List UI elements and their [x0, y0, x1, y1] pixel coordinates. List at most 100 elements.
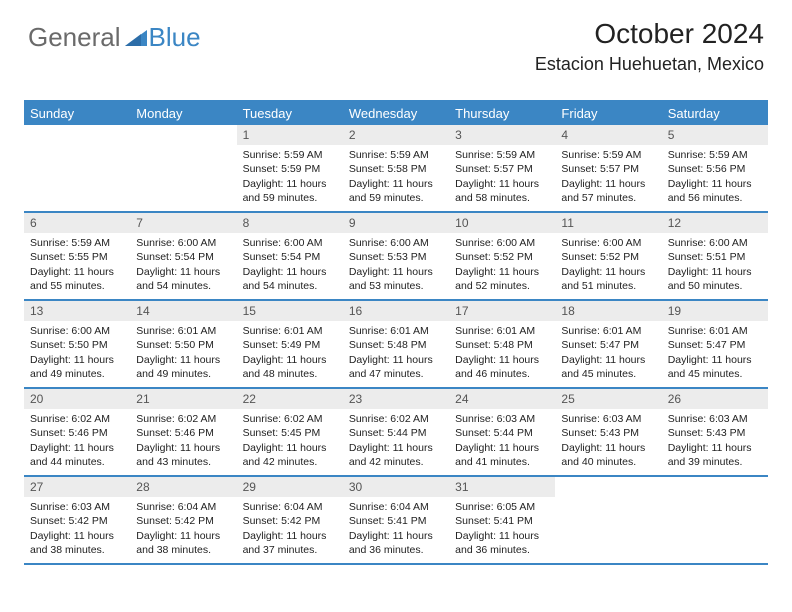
daylight-text: Daylight: 11 hours and 38 minutes.: [30, 529, 124, 557]
week-row: 20Sunrise: 6:02 AMSunset: 5:46 PMDayligh…: [24, 389, 768, 477]
sunrise-text: Sunrise: 6:03 AM: [668, 412, 762, 426]
sunrise-text: Sunrise: 6:00 AM: [668, 236, 762, 250]
sunrise-text: Sunrise: 5:59 AM: [455, 148, 549, 162]
day-number: 21: [130, 389, 236, 409]
cell-body: Sunrise: 6:03 AMSunset: 5:44 PMDaylight:…: [449, 409, 555, 473]
daylight-text: Daylight: 11 hours and 43 minutes.: [136, 441, 230, 469]
sunset-text: Sunset: 5:54 PM: [243, 250, 337, 264]
cell-body: Sunrise: 6:00 AMSunset: 5:51 PMDaylight:…: [662, 233, 768, 297]
cell-body: Sunrise: 5:59 AMSunset: 5:59 PMDaylight:…: [237, 145, 343, 209]
daylight-text: Daylight: 11 hours and 49 minutes.: [136, 353, 230, 381]
sunrise-text: Sunrise: 5:59 AM: [30, 236, 124, 250]
daylight-text: Daylight: 11 hours and 49 minutes.: [30, 353, 124, 381]
day-header: Wednesday: [343, 102, 449, 125]
cell-body: Sunrise: 6:02 AMSunset: 5:46 PMDaylight:…: [24, 409, 130, 473]
calendar-cell: 27Sunrise: 6:03 AMSunset: 5:42 PMDayligh…: [24, 477, 130, 563]
sunrise-text: Sunrise: 6:00 AM: [349, 236, 443, 250]
cell-body: Sunrise: 6:04 AMSunset: 5:42 PMDaylight:…: [237, 497, 343, 561]
calendar-cell: 9Sunrise: 6:00 AMSunset: 5:53 PMDaylight…: [343, 213, 449, 299]
sunset-text: Sunset: 5:56 PM: [668, 162, 762, 176]
daylight-text: Daylight: 11 hours and 54 minutes.: [136, 265, 230, 293]
day-number: 29: [237, 477, 343, 497]
day-number: 23: [343, 389, 449, 409]
daylight-text: Daylight: 11 hours and 38 minutes.: [136, 529, 230, 557]
sunset-text: Sunset: 5:43 PM: [561, 426, 655, 440]
cell-body: Sunrise: 6:02 AMSunset: 5:45 PMDaylight:…: [237, 409, 343, 473]
sunrise-text: Sunrise: 6:01 AM: [455, 324, 549, 338]
calendar-cell: 29Sunrise: 6:04 AMSunset: 5:42 PMDayligh…: [237, 477, 343, 563]
day-number: 22: [237, 389, 343, 409]
sunrise-text: Sunrise: 6:01 AM: [668, 324, 762, 338]
day-number: 2: [343, 125, 449, 145]
calendar-cell: 8Sunrise: 6:00 AMSunset: 5:54 PMDaylight…: [237, 213, 343, 299]
sunrise-text: Sunrise: 5:59 AM: [349, 148, 443, 162]
sunrise-text: Sunrise: 6:01 AM: [561, 324, 655, 338]
sunrise-text: Sunrise: 6:02 AM: [243, 412, 337, 426]
cell-body: Sunrise: 6:01 AMSunset: 5:49 PMDaylight:…: [237, 321, 343, 385]
cell-body: Sunrise: 5:59 AMSunset: 5:55 PMDaylight:…: [24, 233, 130, 297]
daylight-text: Daylight: 11 hours and 36 minutes.: [455, 529, 549, 557]
calendar-cell: 1Sunrise: 5:59 AMSunset: 5:59 PMDaylight…: [237, 125, 343, 211]
day-number: 3: [449, 125, 555, 145]
sunset-text: Sunset: 5:42 PM: [30, 514, 124, 528]
sunrise-text: Sunrise: 6:02 AM: [349, 412, 443, 426]
day-number: 4: [555, 125, 661, 145]
day-number: 19: [662, 301, 768, 321]
sunrise-text: Sunrise: 5:59 AM: [668, 148, 762, 162]
week-row: 27Sunrise: 6:03 AMSunset: 5:42 PMDayligh…: [24, 477, 768, 565]
calendar-cell: 2Sunrise: 5:59 AMSunset: 5:58 PMDaylight…: [343, 125, 449, 211]
sunset-text: Sunset: 5:47 PM: [561, 338, 655, 352]
daylight-text: Daylight: 11 hours and 55 minutes.: [30, 265, 124, 293]
day-number: 7: [130, 213, 236, 233]
day-number: 28: [130, 477, 236, 497]
daylight-text: Daylight: 11 hours and 54 minutes.: [243, 265, 337, 293]
day-header: Thursday: [449, 102, 555, 125]
cell-body: Sunrise: 6:01 AMSunset: 5:47 PMDaylight:…: [662, 321, 768, 385]
calendar-cell: 18Sunrise: 6:01 AMSunset: 5:47 PMDayligh…: [555, 301, 661, 387]
day-number: 15: [237, 301, 343, 321]
day-number: 24: [449, 389, 555, 409]
calendar-cell: [130, 125, 236, 211]
cell-body: Sunrise: 6:00 AMSunset: 5:52 PMDaylight:…: [449, 233, 555, 297]
cell-body: Sunrise: 6:01 AMSunset: 5:48 PMDaylight:…: [449, 321, 555, 385]
cell-body: Sunrise: 6:04 AMSunset: 5:41 PMDaylight:…: [343, 497, 449, 561]
cell-body: Sunrise: 6:03 AMSunset: 5:43 PMDaylight:…: [555, 409, 661, 473]
day-number: 5: [662, 125, 768, 145]
calendar-cell: 25Sunrise: 6:03 AMSunset: 5:43 PMDayligh…: [555, 389, 661, 475]
day-number: 13: [24, 301, 130, 321]
logo-triangle-icon: [125, 22, 147, 53]
month-title: October 2024: [535, 18, 764, 50]
sunrise-text: Sunrise: 6:01 AM: [243, 324, 337, 338]
sunrise-text: Sunrise: 6:04 AM: [136, 500, 230, 514]
daylight-text: Daylight: 11 hours and 42 minutes.: [349, 441, 443, 469]
calendar-cell: 19Sunrise: 6:01 AMSunset: 5:47 PMDayligh…: [662, 301, 768, 387]
sunset-text: Sunset: 5:50 PM: [136, 338, 230, 352]
day-number: 20: [24, 389, 130, 409]
cell-body: Sunrise: 6:00 AMSunset: 5:50 PMDaylight:…: [24, 321, 130, 385]
daylight-text: Daylight: 11 hours and 44 minutes.: [30, 441, 124, 469]
cell-body: Sunrise: 6:04 AMSunset: 5:42 PMDaylight:…: [130, 497, 236, 561]
sunrise-text: Sunrise: 6:02 AM: [30, 412, 124, 426]
sunset-text: Sunset: 5:54 PM: [136, 250, 230, 264]
calendar-cell: 26Sunrise: 6:03 AMSunset: 5:43 PMDayligh…: [662, 389, 768, 475]
day-number: 16: [343, 301, 449, 321]
sunset-text: Sunset: 5:55 PM: [30, 250, 124, 264]
day-number: 10: [449, 213, 555, 233]
sunset-text: Sunset: 5:50 PM: [30, 338, 124, 352]
cell-body: Sunrise: 6:03 AMSunset: 5:42 PMDaylight:…: [24, 497, 130, 561]
cell-body: Sunrise: 5:59 AMSunset: 5:56 PMDaylight:…: [662, 145, 768, 209]
calendar-cell: 3Sunrise: 5:59 AMSunset: 5:57 PMDaylight…: [449, 125, 555, 211]
sunset-text: Sunset: 5:48 PM: [349, 338, 443, 352]
calendar-cell: 24Sunrise: 6:03 AMSunset: 5:44 PMDayligh…: [449, 389, 555, 475]
daylight-text: Daylight: 11 hours and 58 minutes.: [455, 177, 549, 205]
day-number: 30: [343, 477, 449, 497]
week-row: 13Sunrise: 6:00 AMSunset: 5:50 PMDayligh…: [24, 301, 768, 389]
sunset-text: Sunset: 5:49 PM: [243, 338, 337, 352]
sunrise-text: Sunrise: 6:00 AM: [455, 236, 549, 250]
cell-body: Sunrise: 5:59 AMSunset: 5:57 PMDaylight:…: [555, 145, 661, 209]
day-number: 9: [343, 213, 449, 233]
day-number: 14: [130, 301, 236, 321]
calendar-cell: 23Sunrise: 6:02 AMSunset: 5:44 PMDayligh…: [343, 389, 449, 475]
day-header: Friday: [555, 102, 661, 125]
daylight-text: Daylight: 11 hours and 36 minutes.: [349, 529, 443, 557]
